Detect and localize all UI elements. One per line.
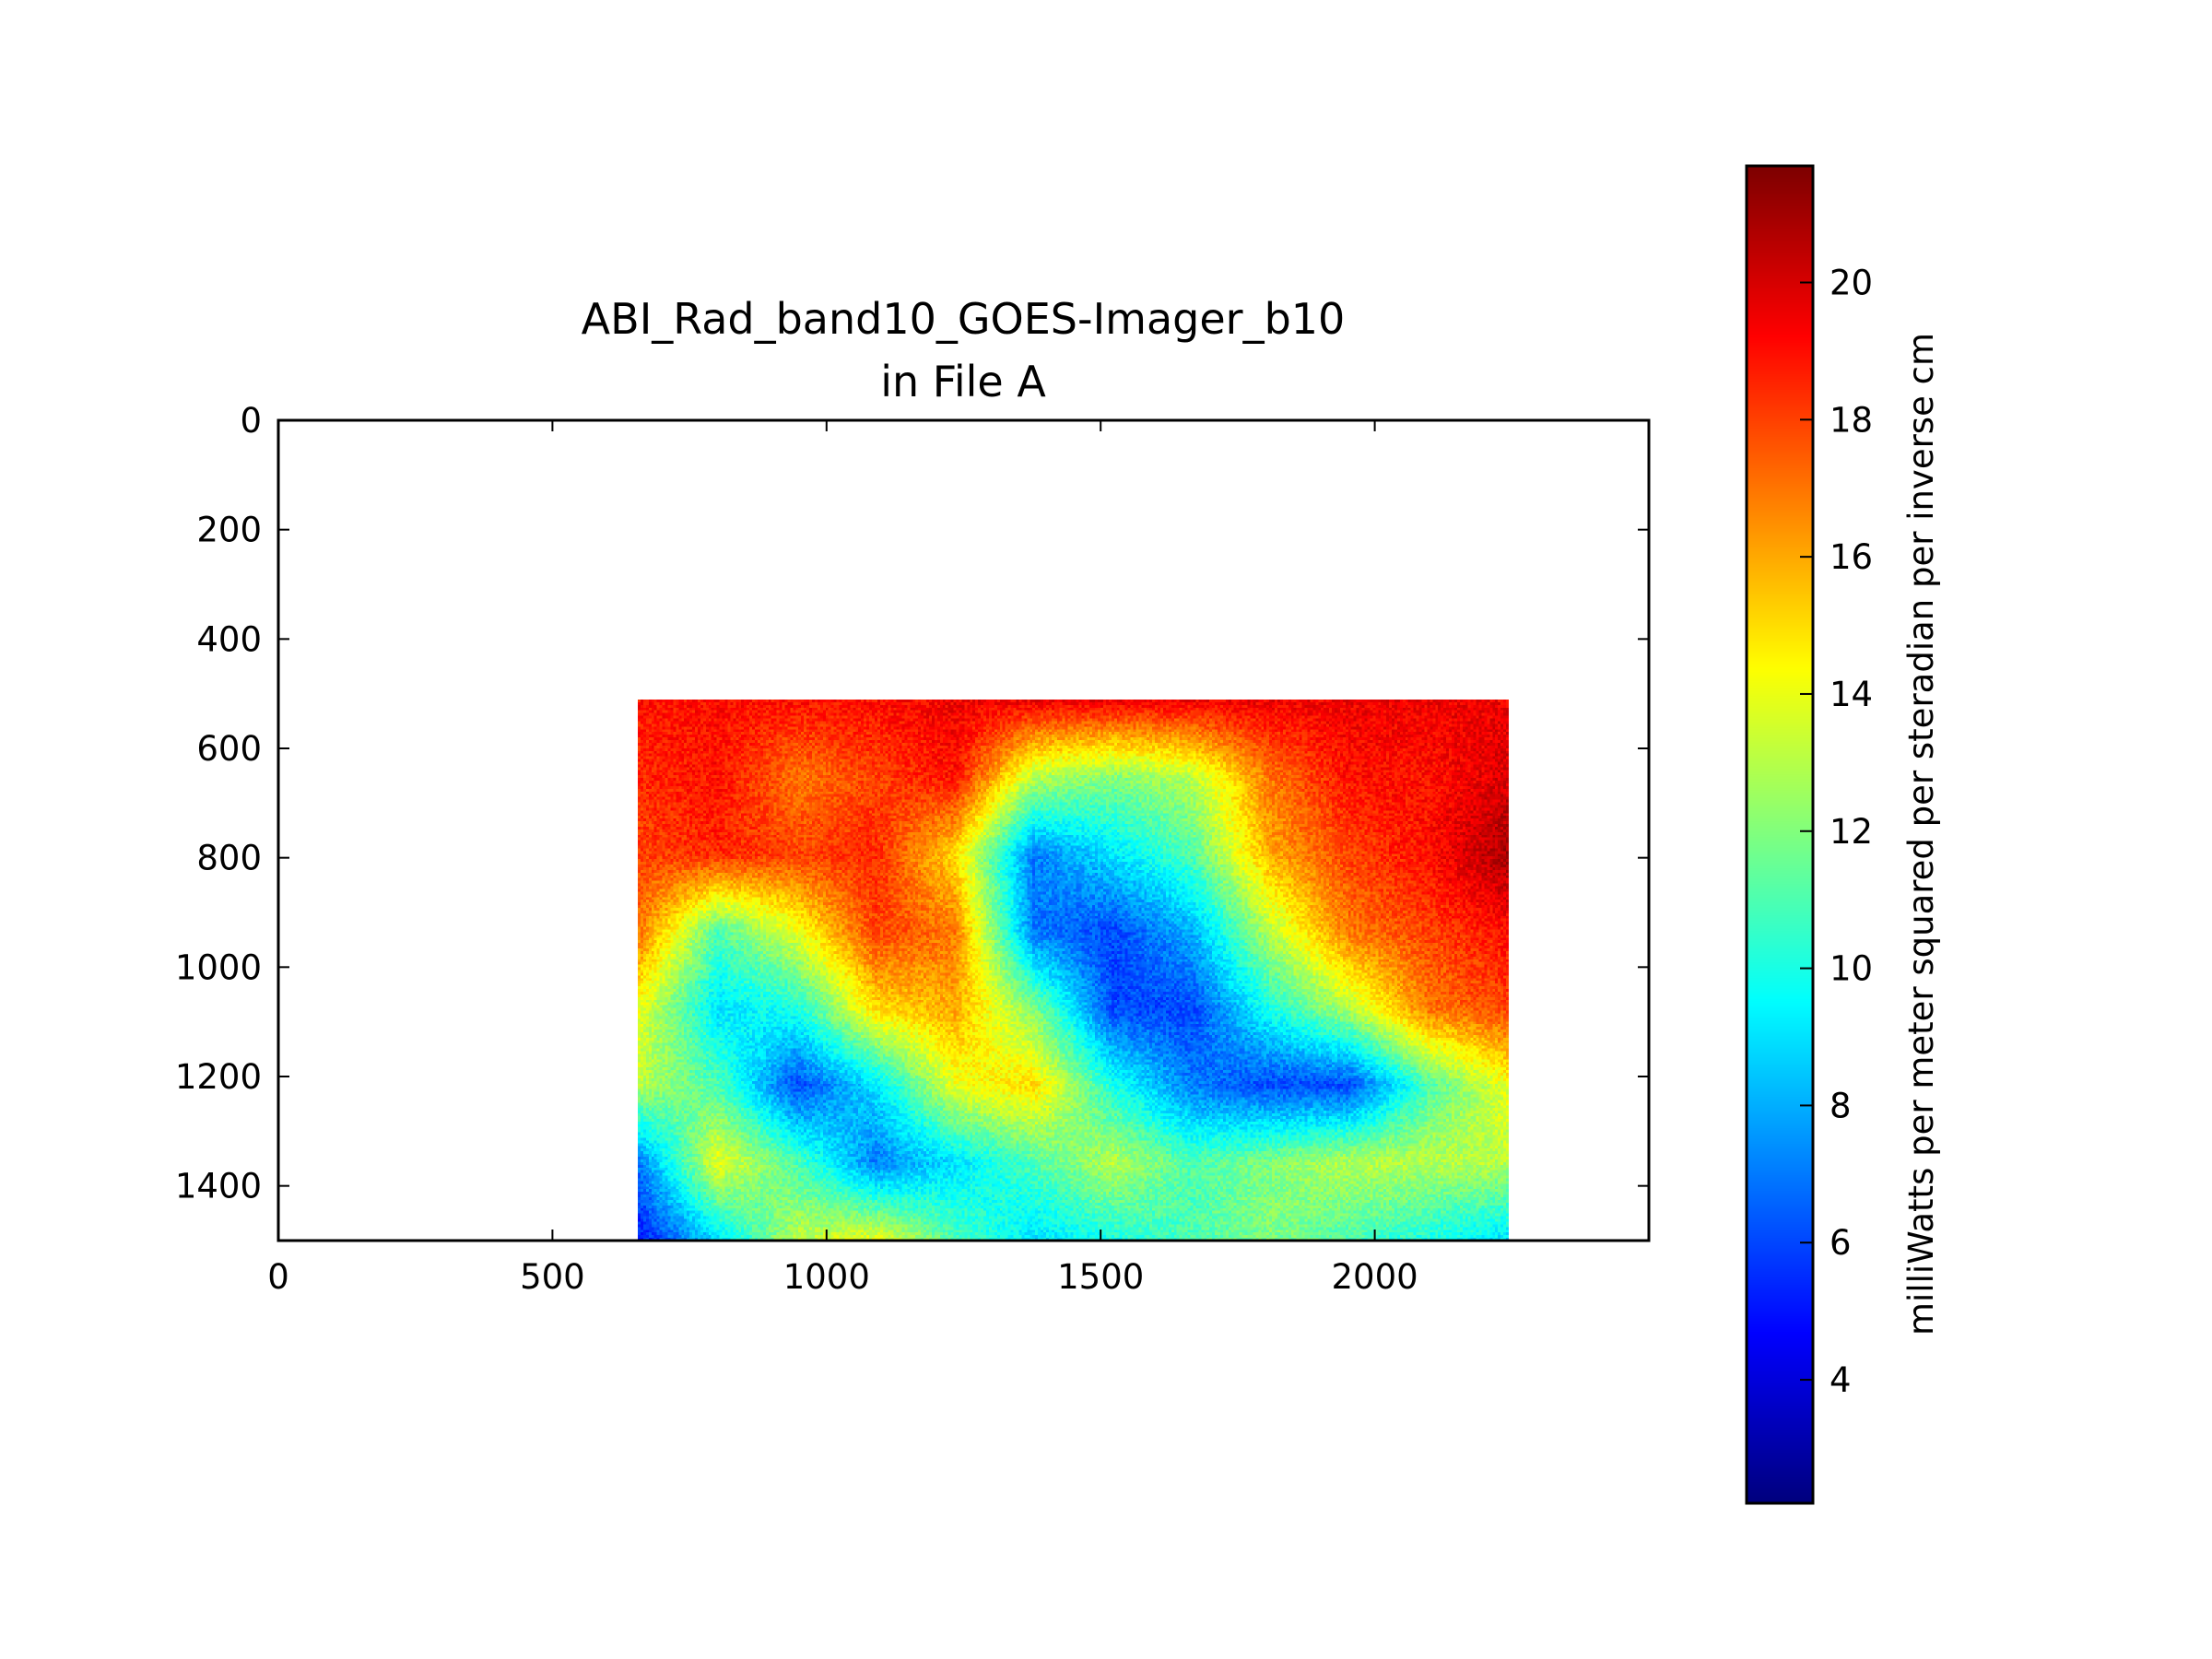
colorbar-tick-label: 20 xyxy=(1830,263,1873,302)
y-tick-label: 1000 xyxy=(175,947,262,987)
y-tick-label: 800 xyxy=(196,839,262,878)
x-axis: 0 500 1000 1500 2000 xyxy=(267,420,1418,1297)
y-tick-label: 1400 xyxy=(175,1167,262,1206)
colorbar-tick-label: 6 xyxy=(1830,1223,1852,1263)
y-tick-label: 200 xyxy=(196,511,262,550)
y-tick-label: 1200 xyxy=(175,1057,262,1097)
colorbar-tick-label: 18 xyxy=(1830,400,1873,440)
colorbar-tick-label: 16 xyxy=(1830,537,1873,577)
x-tick-label: 1500 xyxy=(1057,1257,1144,1297)
colorbar-tick-label: 4 xyxy=(1830,1360,1852,1400)
colorbar-label: milliWatts per meter squared per steradi… xyxy=(1901,333,1941,1335)
chart-title: ABI_Rad_band10_GOES-Imager_b10 xyxy=(582,294,1346,344)
y-tick-label: 600 xyxy=(196,729,262,769)
y-tick-label: 0 xyxy=(240,401,262,441)
chart-subtitle: in File A xyxy=(880,357,1046,406)
y-tick-label: 400 xyxy=(196,619,262,659)
colorbar-frame xyxy=(1745,164,1815,1505)
colorbar-tick-label: 8 xyxy=(1830,1086,1852,1125)
colorbar-axis: 4 6 8 10 12 14 16 18 20 xyxy=(1800,263,1873,1400)
x-tick-label: 2000 xyxy=(1332,1257,1418,1297)
colorbar-tick-label: 14 xyxy=(1830,675,1873,714)
colorbar-gradient xyxy=(1747,166,1813,1503)
x-tick-label: 0 xyxy=(267,1257,289,1297)
colorbar-tick-label: 12 xyxy=(1830,812,1873,852)
axes-frame xyxy=(276,418,1651,1242)
heatmap-image xyxy=(638,699,1510,1241)
y-axis: 0 200 400 600 800 1000 1200 1400 xyxy=(175,401,1649,1206)
colorbar-tick-label: 10 xyxy=(1830,949,1873,989)
x-tick-label: 500 xyxy=(520,1257,585,1297)
x-tick-label: 1000 xyxy=(783,1257,870,1297)
